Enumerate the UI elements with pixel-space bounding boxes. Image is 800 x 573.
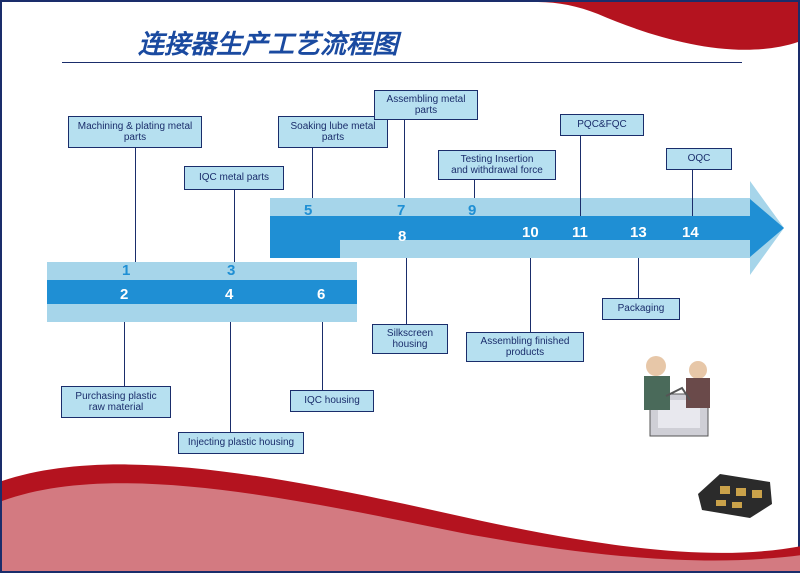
band-connector-notch <box>270 234 340 258</box>
leader-iqc-metal <box>234 190 235 262</box>
step-number-7: 7 <box>397 202 405 219</box>
step-number-14: 14 <box>682 224 699 241</box>
people-illustration <box>620 348 740 458</box>
leader-testing <box>474 180 475 198</box>
step-number-5: 5 <box>304 202 312 219</box>
leader-packaging <box>638 258 639 298</box>
leader-silkscreen <box>406 258 407 324</box>
leader-assemble-f <box>530 258 531 332</box>
step-number-6: 6 <box>317 286 325 303</box>
step-number-10: 10 <box>522 224 539 241</box>
step-assemble-f: Assembling finished products <box>466 332 584 362</box>
step-number-8: 8 <box>398 228 406 245</box>
step-iqc-house: IQC housing <box>290 390 374 412</box>
step-number-11: 11 <box>572 224 588 241</box>
leader-pqc-fqc <box>580 136 581 216</box>
leader-purchasing <box>124 322 125 386</box>
step-number-3: 3 <box>227 262 235 279</box>
step-purchasing: Purchasing plastic raw material <box>61 386 171 418</box>
step-assemble-m: Assembling metal parts <box>374 90 478 120</box>
step-iqc-metal: IQC metal parts <box>184 166 284 190</box>
step-machining: Machining & plating metal parts <box>68 116 202 148</box>
connector-illustration <box>690 464 780 524</box>
step-injecting: Injecting plastic housing <box>178 432 304 454</box>
leader-injecting <box>230 322 231 432</box>
step-packaging: Packaging <box>602 298 680 320</box>
leader-machining <box>135 148 136 262</box>
leader-iqc-house <box>322 322 323 390</box>
lower-band-inner <box>47 280 357 304</box>
step-number-1: 1 <box>122 262 130 279</box>
step-number-9: 9 <box>468 202 476 219</box>
step-silkscreen: Silkscreen housing <box>372 324 448 354</box>
leader-soaking <box>312 148 313 198</box>
step-number-13: 13 <box>630 224 647 241</box>
step-number-2: 2 <box>120 286 128 303</box>
step-pqc-fqc: PQC&FQC <box>560 114 644 136</box>
process-flow-diagram: 1 2 3 4 6 5 7 8 9 10 11 13 14 Machining & plating me… <box>2 2 798 571</box>
step-number-4: 4 <box>225 286 233 303</box>
step-soaking: Soaking lube metal parts <box>278 116 388 148</box>
leader-assemble-m <box>404 120 405 198</box>
step-testing: Testing Insertion and withdrawal force <box>438 150 556 180</box>
leader-oqc <box>692 170 693 216</box>
step-oqc: OQC <box>666 148 732 170</box>
